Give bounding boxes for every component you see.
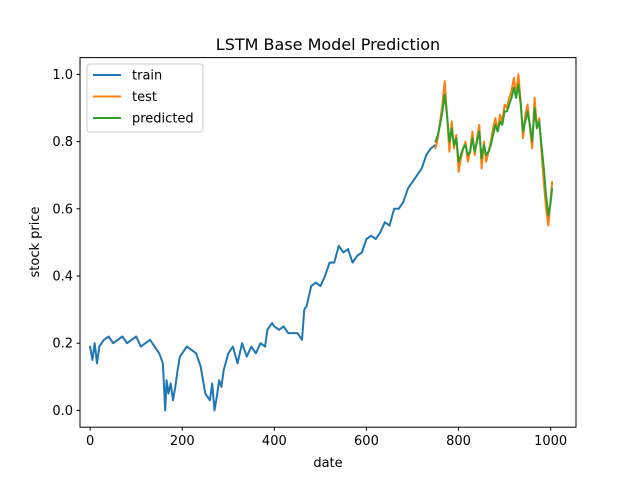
y-tick-label: 0.8 (52, 135, 73, 150)
x-axis-label: date (313, 456, 342, 471)
series-line-train (89, 144, 437, 412)
x-tick-label: 400 (262, 434, 287, 449)
x-axis: 0 200 400 600 800 1000 (86, 427, 567, 449)
y-axis-label: stock price (28, 207, 43, 278)
plot-frame (79, 57, 577, 428)
series-line-test (434, 73, 554, 227)
x-tick-label: 600 (354, 434, 379, 449)
legend-label-predicted: predicted (132, 112, 194, 127)
y-tick-label: 1.0 (52, 68, 73, 83)
legend-label-train: train (132, 69, 162, 84)
x-tick-label: 800 (446, 434, 471, 449)
y-tick-label: 0.6 (52, 202, 73, 217)
legend-label-test: test (132, 90, 157, 105)
x-tick-label: 0 (86, 434, 94, 449)
series-line-predicted (434, 83, 554, 217)
x-tick-label: 200 (170, 434, 195, 449)
y-tick-label: 0.2 (52, 337, 73, 352)
plot-area (89, 73, 554, 412)
y-tick-label: 0.4 (52, 270, 73, 285)
y-tick-label: 0.0 (52, 404, 73, 419)
x-tick-label: 1000 (534, 434, 567, 449)
chart-title: LSTM Base Model Prediction (216, 35, 440, 54)
y-axis: 0.0 0.2 0.4 0.6 0.8 1.0 (52, 68, 80, 419)
legend-box (86, 63, 204, 133)
legend: train test predicted (86, 63, 204, 133)
